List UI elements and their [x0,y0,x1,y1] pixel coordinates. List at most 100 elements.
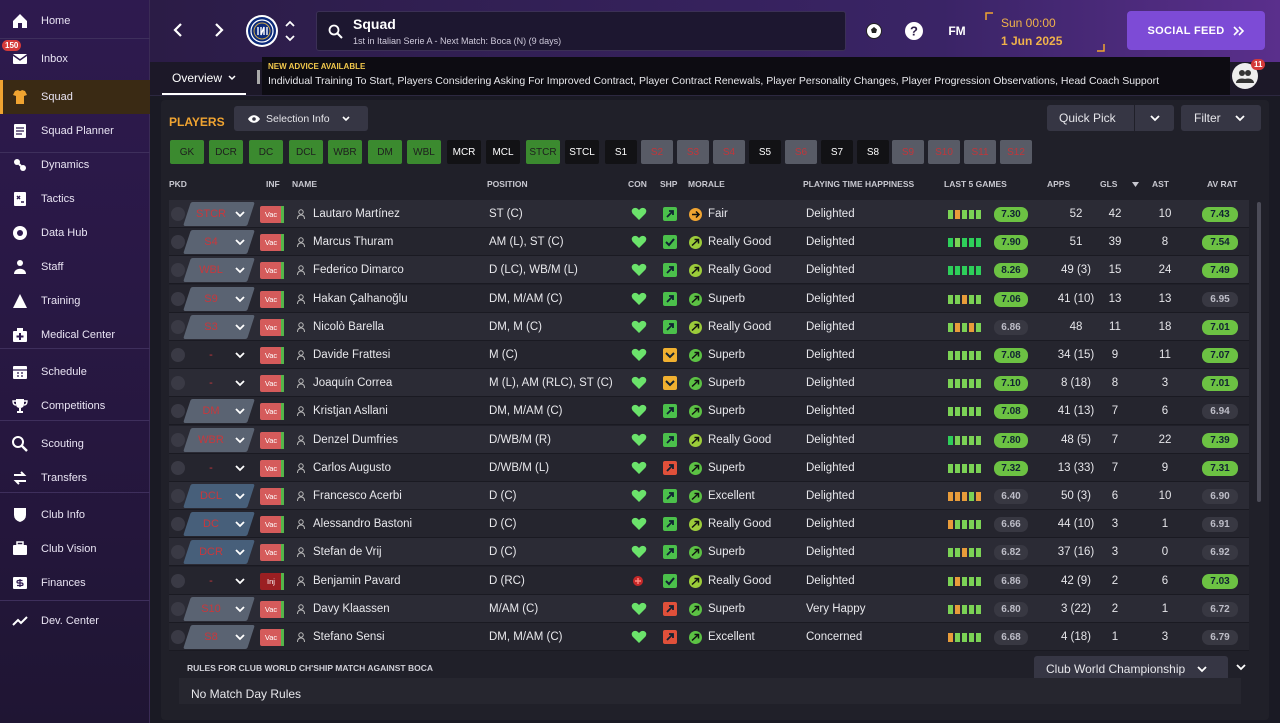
position-chip[interactable]: S9 [892,140,924,164]
inf-badge[interactable]: Vac [260,459,282,477]
position-chip[interactable]: DC [249,140,283,164]
chevron-down-icon[interactable] [235,405,245,417]
sidebar-item-data-hub[interactable]: Data Hub [0,216,150,250]
col-last5[interactable]: LAST 5 GAMES [944,179,1007,189]
quick-pick-dropdown[interactable] [1134,105,1174,131]
position-chip[interactable]: S5 [749,140,781,164]
position-chip[interactable]: S12 [1000,140,1032,164]
select-checkbox[interactable] [171,207,185,221]
position-chip[interactable]: S11 [964,140,996,164]
select-checkbox[interactable] [171,630,185,644]
position-chip[interactable]: S6 [785,140,817,164]
fm-menu-button[interactable]: FM [948,24,966,38]
sidebar-item-squad-planner[interactable]: Squad Planner [0,114,150,148]
select-checkbox[interactable] [171,489,185,503]
forward-button[interactable] [207,16,231,44]
position-chip[interactable]: S1 [605,140,637,164]
table-scrollbar[interactable] [1257,202,1261,502]
chevron-down-icon[interactable] [235,631,245,643]
social-feed-button[interactable]: SOCIAL FEED [1127,11,1265,50]
filter-button[interactable]: Filter [1181,105,1261,131]
inf-badge[interactable]: Vac [260,206,282,223]
col-morale[interactable]: MORALE [688,179,725,189]
competition-select[interactable]: Club World Championship [1034,656,1228,682]
chevron-down-icon[interactable] [235,293,245,305]
select-checkbox[interactable] [171,573,185,588]
position-chip[interactable]: STCL [565,140,599,164]
table-row[interactable]: S8 Vac Stefano Sensi DM, M/AM (C) Excellent C… [169,623,1249,651]
tab-next-stub[interactable] [257,70,260,84]
player-name[interactable]: Marcus Thuram [313,236,394,249]
select-checkbox[interactable] [171,319,185,334]
position-chip[interactable]: STCR [526,140,560,164]
inf-badge[interactable]: Vac [260,375,282,393]
inf-badge[interactable]: Vac [260,516,282,534]
sidebar-item-training[interactable]: Training [0,284,150,318]
selection-info-button[interactable]: Selection Info [234,106,368,131]
position-chip[interactable]: GK [170,140,204,164]
chevron-down-icon[interactable] [235,575,245,587]
table-row[interactable]: S4 Vac Marcus Thuram AM (L), ST (C) Really G… [169,228,1249,257]
col-ast[interactable]: AST [1152,179,1169,189]
select-checkbox[interactable] [171,432,185,447]
sidebar-item-transfers[interactable]: Transfers [0,461,150,495]
sidebar-item-dev-center[interactable]: Dev. Center [0,604,150,638]
inf-badge[interactable]: Vac [260,488,282,505]
inf-badge[interactable]: Vac [260,431,282,449]
player-name[interactable]: Federico Dimarco [313,264,404,277]
search-box[interactable]: Squad 1st in Italian Serie A - Next Matc… [316,11,846,51]
inf-badge[interactable]: Vac [260,262,282,280]
position-chip[interactable]: WBL [407,140,441,164]
table-row[interactable]: STCR Vac Lautaro Martínez ST (C) Fair Delight… [169,200,1249,228]
chevron-down-icon[interactable] [235,236,245,248]
position-chip[interactable]: S8 [857,140,889,164]
inf-badge[interactable]: Vac [260,629,282,646]
position-chip[interactable]: S4 [713,140,745,164]
player-name[interactable]: Lautaro Martínez [313,208,400,220]
player-name[interactable]: Alessandro Bastoni [313,518,413,531]
tab-overview[interactable]: Overview [162,62,247,95]
sidebar-item-tactics[interactable]: Tactics [0,182,150,216]
sidebar-item-club-info[interactable]: Club Info [0,498,150,532]
position-chip[interactable]: S2 [641,140,673,164]
back-button[interactable] [166,16,190,44]
sidebar-item-dynamics[interactable]: Dynamics [0,148,150,182]
inf-badge[interactable]: Vac [260,234,282,252]
player-name[interactable]: Stefano Sensi [313,631,385,643]
table-row[interactable]: - Inj Benjamin Pavard D (RC) Really Good Deli… [169,566,1249,595]
position-chip[interactable]: DCR [209,140,243,164]
col-pkd[interactable]: PKD [169,179,187,189]
notifications-button[interactable] [1232,63,1258,89]
position-chip[interactable]: MCR [447,140,481,164]
continue-date[interactable]: Sun 00:00 1 Jun 2025 [985,12,1105,52]
position-chip[interactable]: DM [368,140,402,164]
select-checkbox[interactable] [171,376,185,391]
player-name[interactable]: Kristjan Asllani [313,405,388,418]
chevron-down-icon[interactable] [235,208,245,220]
ball-button[interactable] [863,20,885,42]
inf-badge[interactable]: Vac [260,347,282,364]
sidebar-item-finances[interactable]: Finances [0,566,150,600]
sidebar-item-staff[interactable]: Staff [0,250,150,284]
select-checkbox[interactable] [171,545,185,560]
inf-badge[interactable]: Vac [260,318,282,336]
sidebar-item-home[interactable]: Home [0,4,150,38]
player-name[interactable]: Davy Klaassen [313,602,390,615]
inf-badge[interactable]: Vac [260,600,282,618]
table-row[interactable]: DM Vac Kristjan Asllani DM, M/AM (C) Superb D… [169,397,1249,426]
player-name[interactable]: Stefan de Vrij [313,546,382,559]
player-name[interactable]: Hakan Çalhanoğlu [313,292,408,305]
chevron-down-icon[interactable] [235,490,245,502]
sidebar-item-schedule[interactable]: Schedule [0,355,150,389]
position-chip[interactable]: DCL [289,140,323,164]
col-happiness[interactable]: PLAYING TIME HAPPINESS [803,179,915,189]
sidebar-item-medical-center[interactable]: Medical Center [0,318,150,352]
chevron-down-icon[interactable] [235,518,245,530]
chevron-down-icon[interactable] [235,603,245,615]
chevron-down-icon[interactable] [235,377,245,389]
inf-badge[interactable]: Vac [260,544,282,562]
club-switch-arrows[interactable] [284,18,296,49]
position-chip[interactable]: MCL [486,140,520,164]
chevron-down-icon[interactable] [235,462,245,474]
inf-badge[interactable]: Vac [260,403,282,421]
